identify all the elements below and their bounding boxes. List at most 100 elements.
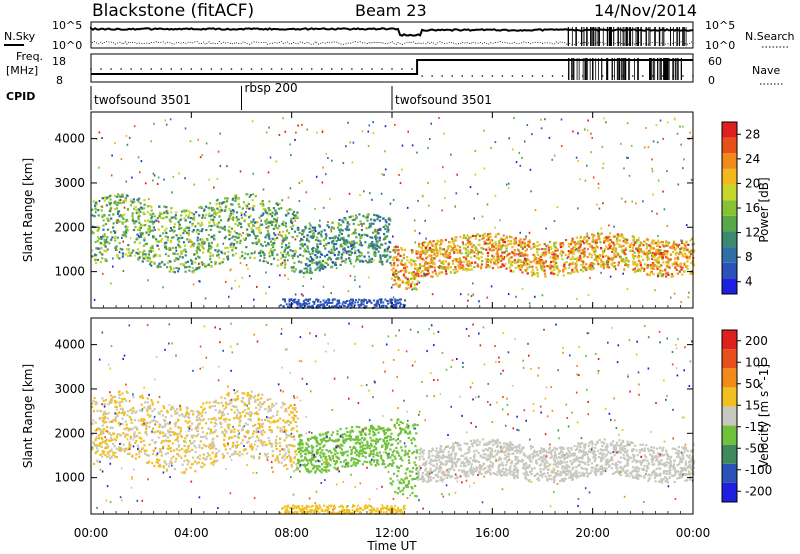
nave-point [481,75,484,77]
echo-cell [474,234,477,238]
echo-cell [467,261,470,264]
echo-cell [225,204,228,207]
echo-cell [562,244,565,247]
echo-cell [288,434,292,437]
echo-cell [623,260,626,263]
echo-cell [561,258,564,261]
echo-cell [371,236,374,239]
echo-cell [524,250,527,253]
echo-cell [442,267,445,270]
echo-cell [456,249,459,252]
echo-cell [483,240,486,243]
echo-cell [665,275,668,278]
echo-cell [159,211,162,214]
echo-cell [213,405,217,408]
echo-cell [228,399,231,402]
echo-cell [116,414,119,418]
echo-cell [293,457,296,460]
echo-cell [168,462,171,465]
echo-cell [178,245,181,248]
echo-cell [212,401,215,404]
echo-cell [494,260,497,263]
echo-cell [530,247,533,250]
echo-cell [191,266,194,269]
echo-cell [179,263,182,266]
echo-cell [139,440,143,443]
echo-cell [316,255,319,258]
echo-cell [571,237,574,240]
echo-cell [238,205,241,209]
scatter-cell [414,241,417,244]
scatter-cell [371,198,373,201]
echo-cell [536,241,539,244]
echo-cell [427,249,430,252]
echo-cell [344,218,347,221]
scatter-cell [294,219,296,222]
echo-cell [101,253,104,256]
echo-cell [550,247,553,250]
echo-cell [573,241,576,244]
echo-cell [550,260,553,264]
echo-cell [188,226,191,229]
echo-cell [346,251,349,254]
echo-cell [108,457,111,460]
scatter-cell [469,186,472,189]
echo-cell [454,266,457,269]
echo-cell [426,243,430,247]
echo-cell [536,245,539,248]
echo-cell [251,435,254,438]
echo-cell [293,270,296,273]
echo-cell [503,264,506,267]
echo-cell [215,418,218,421]
echo-cell [478,234,481,237]
echo-cell [408,261,411,264]
echo-cell [344,228,347,231]
echo-cell [249,446,252,449]
echo-cell [184,454,187,458]
echo-cell [400,263,403,266]
echo-cell [166,422,169,425]
echo-cell [94,421,97,424]
echo-cell [221,453,224,456]
echo-cell [382,254,385,257]
echo-cell [378,236,381,239]
echo-cell [559,245,562,249]
echo-cell [359,236,362,239]
echo-cell [288,208,291,211]
echo-cell [288,242,291,245]
scatter-cell [657,235,659,237]
scatter-cell [367,130,370,133]
echo-cell [138,450,141,453]
echo-cell [396,245,399,248]
scatter-cell [300,293,303,296]
near-range-cell [376,302,379,305]
echo-cell [236,397,240,400]
echo-cell [508,259,511,262]
echo-cell [184,248,187,251]
echo-cell [385,260,388,263]
scatter-cell [118,251,121,254]
near-range-cell [380,298,383,301]
scatter-cell [184,127,187,130]
echo-cell [502,257,505,261]
echo-cell [173,223,176,226]
echo-cell [179,432,182,435]
echo-cell [109,394,113,397]
echo-cell [107,412,110,415]
echo-cell [518,267,521,270]
scatter-cell [541,294,544,297]
echo-cell [236,219,239,222]
scatter-cell [602,167,604,170]
echo-cell [513,252,516,255]
echo-cell [673,265,677,269]
echo-cell [341,245,344,248]
scatter-cell [566,257,569,260]
echo-cell [590,262,593,265]
echo-cell [572,241,575,244]
echo-cell [217,450,221,453]
scatter-cell [626,288,629,291]
echo-cell [288,245,291,248]
echo-cell [465,258,468,261]
freq-label: Freq. [16,50,43,63]
echo-cell [625,247,628,250]
